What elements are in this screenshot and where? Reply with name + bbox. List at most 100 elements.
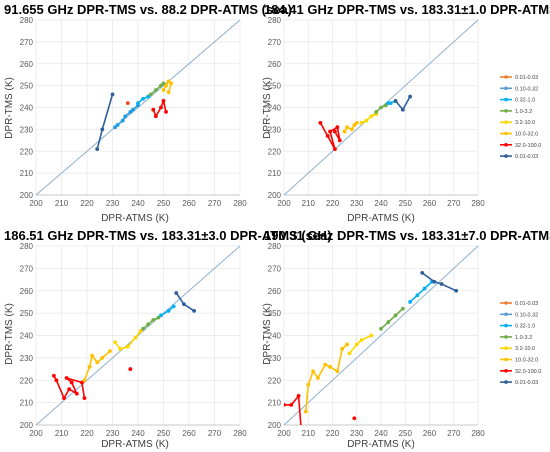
x-tick-label: 220 bbox=[80, 199, 94, 208]
legend-label: 0.01-0.03 bbox=[515, 301, 538, 307]
y-tick-label: 260 bbox=[20, 287, 34, 296]
x-axis-label-1: DPR-ATMS (K) bbox=[101, 213, 169, 224]
y-tick-label: 220 bbox=[20, 147, 34, 156]
data-point bbox=[192, 308, 197, 313]
chart-panel-4: 190.31 GHz DPR-TMS vs. 183.31±7.0 DPR-AT… bbox=[262, 228, 550, 450]
data-point bbox=[100, 355, 105, 360]
data-point bbox=[113, 340, 117, 345]
x-axis-label-3: DPR-ATMS (K) bbox=[101, 439, 169, 450]
data-point bbox=[364, 118, 369, 123]
legend-label: 1.0-3.2 bbox=[515, 109, 532, 115]
y-tick-label: 240 bbox=[20, 104, 34, 113]
y-tick-label: 210 bbox=[268, 169, 282, 178]
data-point bbox=[64, 376, 69, 380]
data-point bbox=[151, 317, 156, 322]
y-tick-label: 230 bbox=[268, 354, 282, 363]
x-tick-label: 210 bbox=[55, 199, 69, 208]
legend-marker bbox=[504, 75, 508, 79]
data-point bbox=[342, 129, 347, 134]
legend-label: 10.0-32.0 bbox=[515, 358, 538, 364]
data-point bbox=[159, 105, 163, 110]
series-line bbox=[348, 334, 372, 354]
data-point bbox=[333, 147, 337, 151]
one-to-one-line bbox=[283, 245, 479, 426]
data-point bbox=[128, 367, 133, 371]
data-point bbox=[325, 134, 330, 138]
legend-marker bbox=[504, 369, 508, 373]
series-group bbox=[95, 79, 174, 151]
legend-marker bbox=[504, 335, 508, 339]
y-tick-label: 220 bbox=[268, 147, 282, 156]
x-tick-label: 200 bbox=[29, 199, 43, 208]
data-point bbox=[379, 105, 383, 110]
data-point bbox=[80, 380, 84, 385]
y-tick-label: 270 bbox=[268, 264, 282, 273]
x-tick-label: 250 bbox=[157, 199, 171, 208]
data-point bbox=[347, 351, 352, 356]
data-point bbox=[408, 300, 412, 304]
data-point bbox=[153, 114, 158, 119]
x-tick-label: 240 bbox=[374, 429, 388, 438]
x-tick-label: 200 bbox=[277, 199, 291, 208]
data-point bbox=[388, 101, 393, 106]
x-tick-label: 200 bbox=[277, 429, 291, 438]
y-tick-label: 270 bbox=[20, 38, 34, 47]
data-point bbox=[159, 313, 163, 318]
legend-marker bbox=[504, 97, 508, 102]
legend-4: 0.01-0.03 0.10-0.32 0.32-1.0 1.0-3.2 3.2-10.… bbox=[500, 301, 541, 386]
data-point bbox=[393, 313, 398, 318]
legend-marker bbox=[504, 301, 508, 305]
y-tick-label: 210 bbox=[268, 399, 282, 408]
legend-label: 32.0-100.0 bbox=[515, 143, 541, 149]
data-point bbox=[354, 120, 359, 125]
series-group bbox=[318, 94, 412, 151]
legend-label: 3.2-10.0 bbox=[515, 120, 535, 126]
legend-marker bbox=[504, 120, 508, 124]
y-tick-label: 230 bbox=[20, 354, 34, 363]
x-tick-label: 280 bbox=[233, 429, 247, 438]
x-tick-label: 280 bbox=[233, 199, 247, 208]
y-tick-label: 260 bbox=[268, 60, 282, 69]
series-group bbox=[284, 270, 459, 425]
legend-marker bbox=[504, 312, 508, 317]
y-tick-label: 260 bbox=[20, 60, 34, 69]
legend-label: 0.01-0.03 bbox=[515, 380, 538, 386]
one-to-one-line bbox=[35, 19, 241, 196]
y-tick-label: 260 bbox=[268, 287, 282, 296]
legend-marker bbox=[504, 380, 508, 384]
x-tick-label: 230 bbox=[350, 429, 364, 438]
data-point bbox=[110, 92, 115, 97]
data-point bbox=[108, 349, 112, 354]
y-axis-label-2: DPR-TMS (K) bbox=[262, 77, 273, 139]
x-tick-label: 220 bbox=[326, 429, 340, 438]
x-tick-label: 240 bbox=[131, 429, 145, 438]
data-point bbox=[408, 94, 412, 99]
legend-marker bbox=[504, 86, 508, 91]
x-tick-label: 230 bbox=[106, 429, 120, 438]
legend-label: 10.0-32.0 bbox=[515, 132, 538, 138]
data-point bbox=[422, 286, 427, 291]
data-point bbox=[125, 344, 130, 349]
data-point bbox=[146, 322, 151, 327]
y-tick-label: 240 bbox=[268, 332, 282, 341]
legend-marker bbox=[504, 323, 508, 328]
chart-panel-3: 186.51 GHz DPR-TMS vs. 183.31±3.0 DPR-AT… bbox=[4, 228, 332, 450]
data-point bbox=[148, 92, 153, 97]
legend-marker bbox=[504, 109, 508, 113]
legend-label: 0.10-0.32 bbox=[515, 312, 538, 318]
data-point bbox=[100, 127, 105, 132]
data-point bbox=[337, 138, 342, 143]
chart-title-4: 190.31 GHz DPR-TMS vs. 183.31±7.0 DPR-AT… bbox=[264, 228, 550, 243]
data-point bbox=[151, 107, 156, 112]
data-point bbox=[354, 342, 359, 347]
legend-2: 0.01-0.03 0.10-0.32 0.32-1.0 1.0-3.2 3.2-10.… bbox=[500, 75, 541, 160]
data-point bbox=[369, 114, 374, 119]
data-point bbox=[159, 83, 163, 88]
legend-label: 0.10-0.32 bbox=[515, 86, 538, 92]
data-point bbox=[120, 118, 125, 123]
data-point bbox=[386, 320, 391, 324]
data-point bbox=[51, 373, 56, 378]
data-point bbox=[141, 326, 146, 331]
data-point bbox=[345, 342, 349, 347]
legend-label: 3.2-10.0 bbox=[515, 346, 535, 352]
